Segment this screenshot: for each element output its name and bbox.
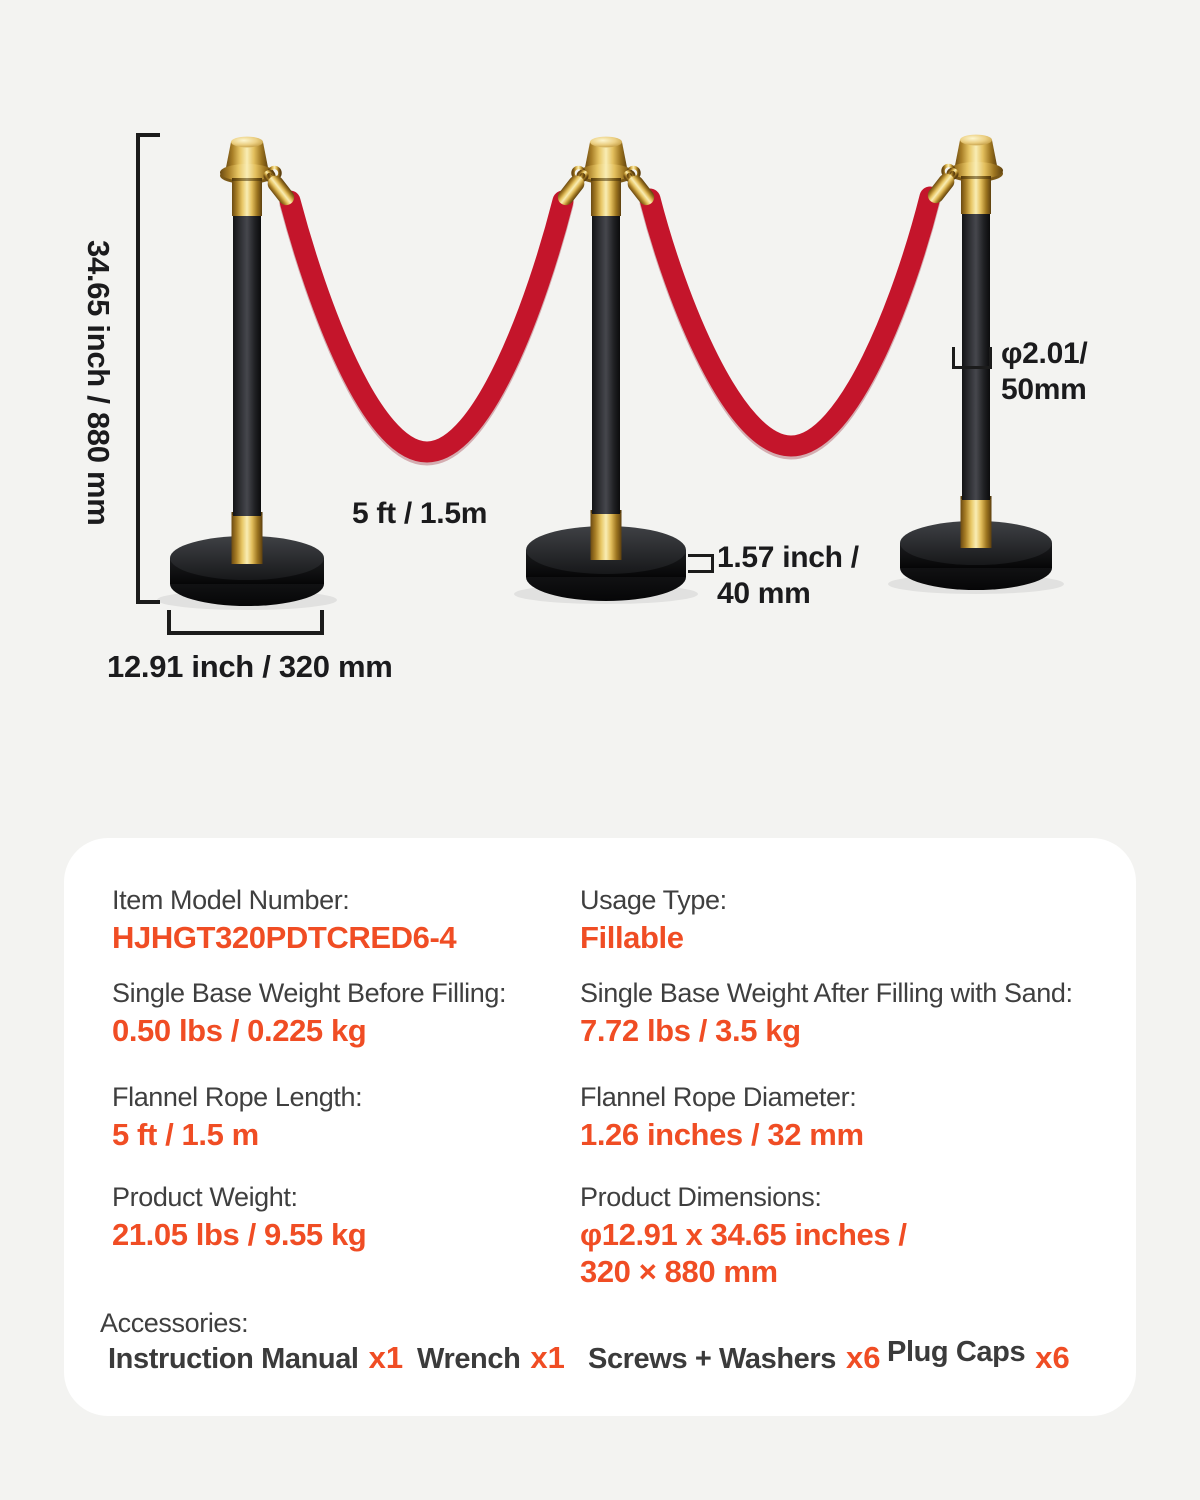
spec-value: φ12.91 x 34.65 inches / (580, 1217, 907, 1252)
rope-end-caps (263, 167, 959, 206)
accessory-screws-washers: Screws + Washers x6 (588, 1340, 881, 1376)
stanchion-post-middle (526, 136, 686, 601)
accessories-label: Accessories: (100, 1308, 249, 1338)
spec-card: Item Model Number: HJHGT320PDTCRED6-4 Us… (64, 838, 1136, 1416)
spec-base-weight-before: Single Base Weight Before Filling: 0.50 … (112, 977, 507, 1049)
spec-usage-type: Usage Type: Fillable (580, 884, 727, 956)
accessory-qty: x6 (846, 1340, 881, 1375)
spec-value: 1.26 inches / 32 mm (580, 1117, 864, 1152)
spec-rope-length: Flannel Rope Length: 5 ft / 1.5 m (112, 1081, 363, 1153)
pole-diameter-line2: 50mm (1001, 373, 1087, 406)
rope-swag-2 (639, 186, 941, 457)
dimension-diagram: 34.65 inch / 880 mm 5 ft / 1.5m φ2.01/ 5… (81, 133, 1088, 684)
accessory-instruction-manual: Instruction Manual x1 (108, 1340, 403, 1376)
spec-label: Item Model Number: (112, 885, 350, 915)
accessory-name: Plug Caps (887, 1336, 1026, 1368)
accessory-qty: x6 (1035, 1340, 1070, 1375)
spec-value-line2: 320 × 880 mm (580, 1254, 778, 1289)
accessory-name: Wrench (417, 1343, 521, 1375)
spec-label: Usage Type: (580, 885, 727, 915)
spec-product-dimensions: Product Dimensions: φ12.91 x 34.65 inche… (580, 1181, 907, 1290)
spec-value: 21.05 lbs / 9.55 kg (112, 1217, 367, 1252)
spec-base-weight-after: Single Base Weight After Filling with Sa… (580, 977, 1073, 1049)
base-width-dimension-bracket (167, 610, 324, 635)
accessory-wrench: Wrench x1 (417, 1340, 565, 1376)
rope-length-label: 5 ft / 1.5m (352, 497, 488, 530)
pole-diameter-line1: φ2.01/ (1001, 337, 1088, 370)
accessory-qty: x1 (368, 1340, 404, 1375)
spec-value: Fillable (580, 920, 684, 955)
accessory-name: Screws + Washers (588, 1343, 837, 1375)
rope-swag-1 (279, 190, 574, 463)
spec-value: 7.72 lbs / 3.5 kg (580, 1013, 801, 1048)
spec-product-weight: Product Weight: 21.05 lbs / 9.55 kg (112, 1181, 367, 1253)
accessory-qty: x1 (530, 1340, 565, 1375)
base-thickness-line1: 1.57 inch / (717, 541, 859, 574)
spec-value: 5 ft / 1.5 m (112, 1117, 259, 1152)
accessory-name: Instruction Manual (108, 1343, 359, 1375)
spec-label: Product Dimensions: (580, 1182, 822, 1212)
height-dimension-bracket (136, 133, 160, 604)
spec-value: HJHGT320PDTCRED6-4 (112, 920, 457, 955)
accessory-plug-caps: Plug Caps x6 (887, 1336, 1070, 1376)
pole-diameter-dimension-bracket (952, 347, 992, 369)
base-thickness-dimension-bracket (688, 554, 714, 573)
spec-label: Product Weight: (112, 1182, 298, 1212)
spec-value: 0.50 lbs / 0.225 kg (112, 1013, 367, 1048)
stanchion-post-right (900, 134, 1052, 590)
spec-label: Flannel Rope Diameter: (580, 1082, 857, 1112)
base-thickness-label: 1.57 inch / 40 mm (717, 540, 859, 612)
base-width-label: 12.91 inch / 320 mm (107, 649, 393, 684)
stanchion-post-left (170, 136, 324, 606)
spec-rope-diameter: Flannel Rope Diameter: 1.26 inches / 32 … (580, 1081, 864, 1153)
spec-label: Flannel Rope Length: (112, 1082, 363, 1112)
height-dimension-label: 34.65 inch / 880 mm (81, 240, 116, 526)
pole-diameter-label: φ2.01/ 50mm (1001, 336, 1088, 408)
spec-label: Single Base Weight After Filling with Sa… (580, 978, 1073, 1008)
stanchion-illustration (157, 134, 1064, 610)
velvet-ropes (279, 186, 941, 466)
base-thickness-line2: 40 mm (717, 577, 811, 610)
spec-item-model-number: Item Model Number: HJHGT320PDTCRED6-4 (112, 884, 457, 956)
spec-label: Single Base Weight Before Filling: (112, 978, 507, 1008)
